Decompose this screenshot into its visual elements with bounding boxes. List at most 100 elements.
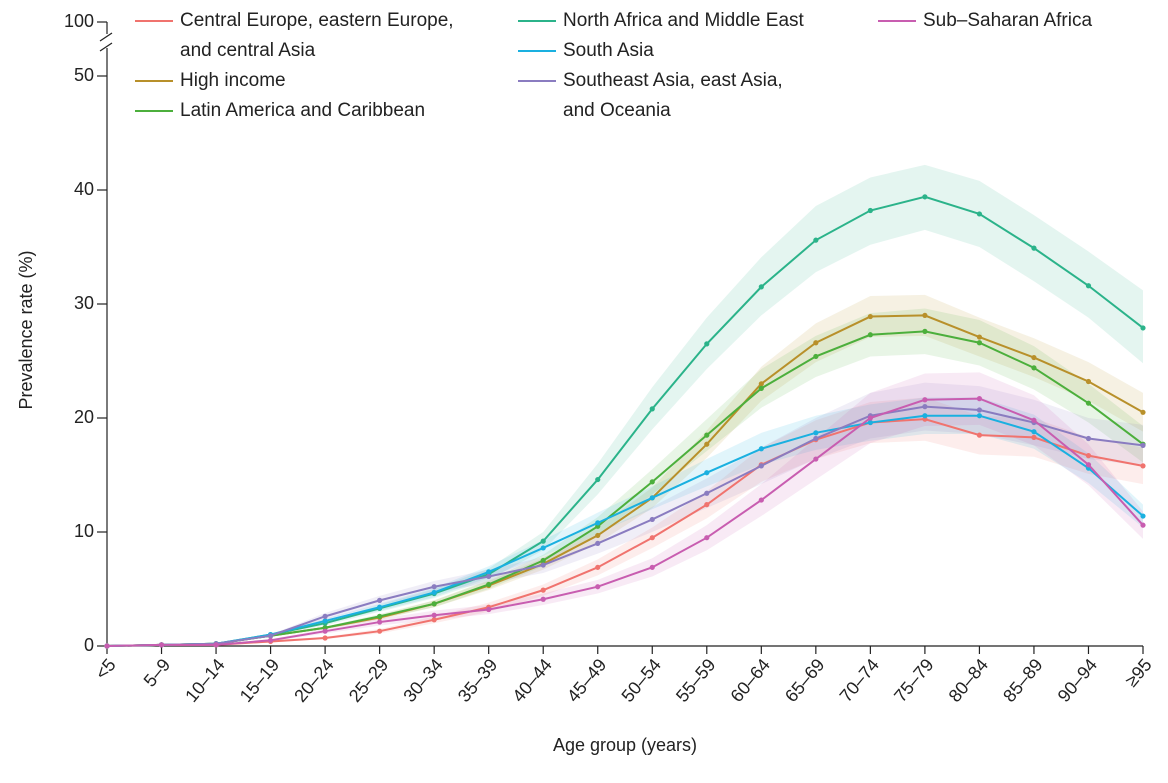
y-tick-label: 0 [84,635,94,655]
uncertainty-band [107,397,1143,646]
y-tick-label: 50 [74,65,94,85]
point [1085,435,1092,442]
point [867,207,873,214]
point [758,463,764,469]
point [377,604,383,610]
legend: North Africa and Middle East South Asia So… [518,6,808,126]
uncertainty-band [107,308,1143,646]
legend-label: Central Europe, eastern Europe, and cent… [180,10,454,61]
point [1031,429,1037,435]
legend-label: South Asia [563,40,654,61]
series-line [106,418,1144,647]
point [540,538,546,544]
uncertainty-band [107,397,1143,646]
x-tick-label: 40–44 [508,655,556,706]
point [976,334,983,340]
point [867,415,873,421]
x-axis-title: Age group (years) [553,735,697,755]
point [649,564,655,570]
point [595,564,601,570]
point [758,385,764,391]
legend-item: South Asia [518,36,808,66]
legend-item: Central Europe, eastern Europe, and cent… [135,6,465,66]
point [1140,442,1146,448]
legend-swatch [518,20,556,22]
point [922,404,928,410]
point [813,456,819,462]
point [976,211,983,217]
point [976,413,983,419]
legend-label: High income [180,70,286,91]
point [704,502,710,508]
x-tick-label: ≥95 [1121,655,1156,691]
point [758,446,764,452]
legend-swatch [878,20,916,22]
legend-swatch [518,50,556,52]
x-tick-label: <5 [91,655,120,684]
point [377,613,383,619]
point [758,497,764,503]
point [922,194,928,200]
point [1031,365,1037,371]
point [540,557,546,564]
point [649,516,655,523]
x-tick-label: 70–74 [836,655,884,706]
point [922,397,928,403]
point [1031,417,1037,423]
series-line [106,397,1144,647]
point [867,313,873,320]
point [431,617,437,623]
legend-item: Sub–Saharan Africa [878,6,1158,36]
point [813,237,819,243]
point [1085,378,1092,385]
point [540,596,546,602]
legend-swatch [518,80,556,82]
legend-label: Sub–Saharan Africa [923,10,1093,31]
y-axis-title: Prevalence rate (%) [16,250,36,409]
point [322,618,328,624]
x-tick-label: 60–64 [727,655,775,706]
point [377,619,383,625]
point [431,601,437,607]
point [1085,453,1092,459]
legend-label: Southeast Asia, east Asia, and Oceania [563,70,783,121]
point [649,406,655,412]
point [867,419,873,426]
x-tick-label: 10–14 [181,655,229,706]
legend-label: Latin America and Caribbean [180,100,426,121]
legend-swatch [135,80,173,82]
point [704,490,710,496]
point [595,540,601,547]
point [158,642,165,648]
y-tick-label: 30 [74,293,94,313]
y-tick-label: 10 [74,521,94,541]
point [813,340,819,346]
point [704,441,710,447]
point [486,581,492,588]
point [486,573,492,580]
point [213,642,219,648]
point [922,328,928,334]
point [595,520,601,526]
x-tick-label: 80–84 [945,655,993,706]
point [976,407,983,413]
point [976,432,983,438]
point [922,413,928,419]
x-tick-label: 15–19 [236,655,284,706]
point [1140,513,1146,519]
legend-label: North Africa and Middle East [563,10,804,31]
point [704,470,710,476]
point [431,584,437,590]
uncertainty-band [107,382,1143,646]
point [1031,354,1037,361]
x-tick-label: 35–39 [454,655,502,706]
point [104,643,110,649]
point [976,340,983,346]
point [867,332,873,338]
x-tick-label: 65–69 [781,655,829,706]
y-tick-label: 100 [64,11,94,31]
legend-item: High income [135,66,465,96]
point [431,612,437,618]
